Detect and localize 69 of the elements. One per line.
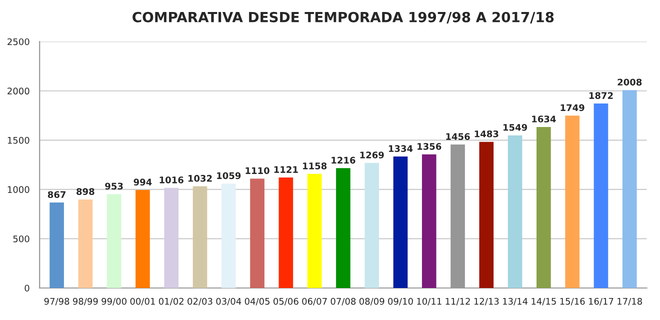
y-tick-label: 500 [13, 235, 30, 242]
x-tick-label: 97/98 [44, 298, 70, 306]
data-label: 1216 [332, 156, 356, 164]
chart-title: COMPARATIVA DESDE TEMPORADA 1997/98 A 2017/18 [132, 12, 554, 24]
data-label: 867 [48, 191, 66, 198]
data-label: 1158 [303, 162, 327, 170]
bar [336, 168, 350, 288]
data-label: 1110 [246, 167, 270, 174]
bar [78, 199, 93, 288]
y-tick-label: 1000 [8, 186, 30, 193]
bar [192, 186, 208, 288]
bar [622, 90, 637, 288]
data-label: 1016 [160, 176, 184, 184]
x-tick-label: 09/10 [388, 298, 413, 306]
x-tick-label: 14/15 [532, 298, 556, 306]
data-label: 1456 [446, 133, 470, 140]
y-tick-label: 0 [24, 284, 30, 292]
bar [364, 162, 379, 288]
bar [221, 184, 236, 288]
data-label: 1121 [274, 166, 298, 173]
x-tick-label: 10/11 [417, 298, 442, 306]
bar [106, 194, 122, 288]
bar [50, 202, 64, 288]
bar [536, 126, 551, 288]
y-tick-label: 2000 [8, 88, 30, 94]
x-tick-label: 07/08 [330, 298, 356, 306]
x-tick-label: 11/12 [446, 298, 470, 306]
x-tick-label: 02/03 [188, 298, 212, 306]
bar [565, 116, 580, 288]
data-label: 1334 [388, 145, 413, 152]
x-tick-label: 06/07 [302, 298, 327, 306]
x-tick-label: 03/04 [216, 298, 242, 306]
x-tick-label: 16/17 [588, 298, 614, 306]
x-tick-label: 99/00 [102, 298, 126, 306]
bar [422, 154, 436, 288]
x-tick-label: 01/02 [158, 298, 184, 306]
data-label: 1634 [532, 116, 556, 122]
x-tick-label: 08/09 [359, 298, 384, 306]
y-tick-label: 1500 [8, 136, 30, 144]
data-label: 1749 [560, 104, 584, 112]
data-label: 898 [76, 188, 94, 195]
data-label: 953 [105, 182, 123, 190]
data-label: 1356 [418, 142, 442, 150]
x-tick-label: 12/13 [474, 298, 499, 306]
data-label: 2008 [618, 78, 642, 86]
x-tick-label: 13/14 [503, 298, 528, 306]
x-tick-label: 00/01 [130, 298, 155, 306]
data-label: 994 [134, 178, 152, 186]
x-tick-label: 17/18 [618, 298, 642, 306]
x-tick-label: 05/06 [274, 298, 298, 306]
bar [307, 174, 322, 288]
x-tick-label: 04/05 [244, 298, 270, 306]
bar [136, 190, 150, 288]
bar [278, 178, 294, 288]
data-label: 1032 [188, 174, 212, 182]
data-label: 1059 [217, 172, 241, 180]
bar [250, 178, 264, 288]
bar [393, 156, 408, 288]
bar [164, 188, 179, 288]
bar [594, 103, 608, 288]
x-tick-label: 98/99 [72, 298, 98, 306]
data-label: 1483 [474, 130, 498, 138]
data-label: 1872 [589, 92, 613, 99]
bar [479, 142, 494, 288]
y-tick-label: 2500 [8, 38, 30, 46]
data-label: 1269 [360, 152, 384, 158]
x-tick-label: 15/16 [560, 298, 585, 306]
bar [508, 135, 522, 288]
data-label: 1549 [504, 124, 528, 131]
